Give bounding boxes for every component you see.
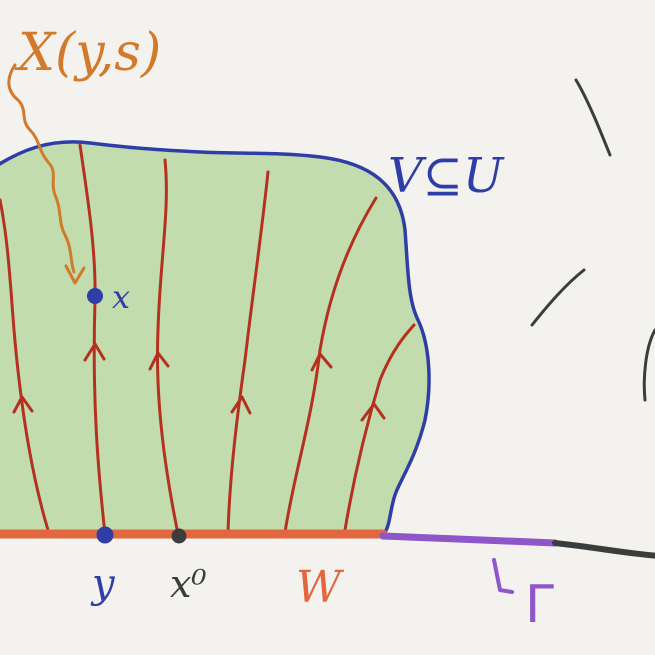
curve-gamma-dark <box>552 540 655 559</box>
point-y-label: y <box>90 561 116 607</box>
arrowhead-5 <box>310 352 333 372</box>
point-x0-dot <box>171 528 187 544</box>
region-v-fill <box>0 141 430 532</box>
stroke-mid-right <box>530 268 586 327</box>
region-label: V⊆U <box>388 148 505 204</box>
segment-w-label: W <box>296 562 345 613</box>
flow-line-1 <box>0 198 50 532</box>
arrowhead-1 <box>12 395 34 414</box>
curve-gamma-label: Γ <box>525 575 554 635</box>
arrowhead-4 <box>230 395 252 415</box>
arrowhead-2 <box>83 342 106 362</box>
curve-gamma-purple <box>379 532 559 547</box>
arrowhead-6 <box>360 402 386 422</box>
flow-lines <box>0 143 416 536</box>
flow-map-label: X(y,s) <box>14 23 161 83</box>
arrowhead-3 <box>148 351 170 371</box>
flow-line-5 <box>283 196 378 534</box>
stroke-top-right <box>574 78 612 157</box>
gamma-tick <box>492 558 514 594</box>
point-x-label: x <box>112 278 130 316</box>
stroke-edge-right <box>642 328 655 402</box>
flow-line-3 <box>155 158 180 536</box>
flow-map-pointer-arrowhead <box>64 264 86 285</box>
point-x0-label: x⁰ <box>170 562 207 606</box>
region-v-outline <box>0 140 431 534</box>
point-x-dot <box>87 288 103 304</box>
flow-line-2 <box>78 143 107 536</box>
flow-line-4 <box>226 170 270 534</box>
flow-map-pointer <box>7 63 76 274</box>
point-y-dot <box>96 526 114 544</box>
flow-arrowheads <box>12 342 386 422</box>
flow-line-6 <box>343 323 416 532</box>
right-strokes <box>530 78 655 402</box>
